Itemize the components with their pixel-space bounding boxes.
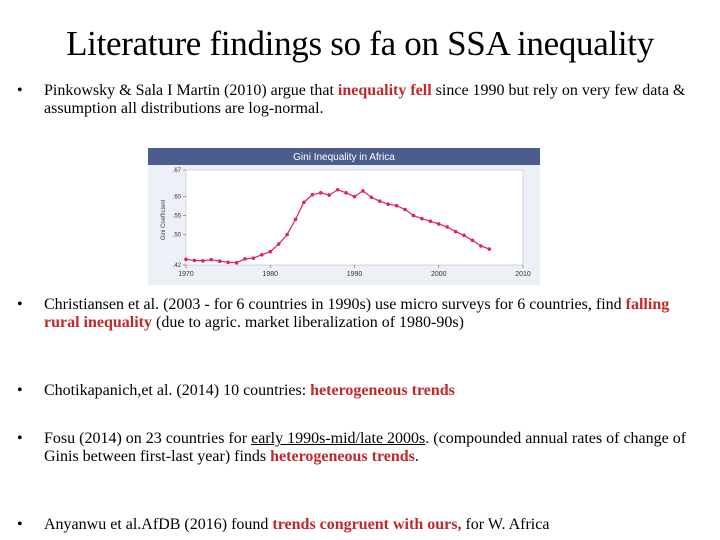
y-tick-label: .42 (173, 263, 182, 269)
data-point (361, 189, 365, 193)
data-point (470, 238, 475, 243)
bullet-text-part: . (414, 448, 419, 465)
data-point (268, 249, 273, 254)
gini-chart-svg: Gini Inequality in Africa Gini Coefficie… (148, 148, 540, 278)
chart-series (184, 187, 492, 265)
data-point (234, 260, 239, 265)
data-point (293, 217, 298, 222)
chart-title: Gini Inequality in Africa (293, 152, 395, 163)
x-tick-label: 1990 (347, 271, 363, 278)
data-point (428, 219, 433, 224)
y-tick-label: .50 (173, 233, 182, 239)
bullet-marker: • (17, 516, 23, 533)
bullet-text-part: Anyanwu et al.AfDB (2016) found (44, 516, 273, 533)
y-tick-label: .55 (173, 214, 182, 220)
data-point (453, 229, 458, 234)
data-point (276, 242, 281, 246)
chart-header-band (148, 148, 540, 165)
data-point (243, 257, 247, 261)
data-point (369, 195, 374, 200)
data-point (226, 260, 230, 265)
data-point (420, 216, 424, 221)
bullet-marker: • (17, 296, 23, 313)
data-point (377, 199, 382, 203)
x-tick-label: 1970 (178, 271, 194, 278)
x-tick-label: 2000 (431, 271, 447, 278)
data-point (487, 247, 492, 251)
data-point (310, 192, 315, 197)
data-point (319, 191, 323, 195)
data-point (352, 194, 357, 199)
data-point (192, 258, 197, 263)
y-tick-label: .60 (173, 195, 182, 201)
chart-ticks: 1970 1980 1990 2000 2010 .67 .60 .55 .50 .42 (173, 168, 531, 278)
bullet-marker: • (17, 382, 23, 399)
x-tick-label: 2010 (515, 271, 531, 278)
data-point (209, 257, 214, 262)
data-point (344, 191, 348, 195)
data-point (201, 259, 205, 263)
data-point (327, 193, 332, 197)
x-tick-label: 1980 (262, 271, 278, 278)
data-point (335, 187, 340, 192)
data-point (394, 203, 399, 208)
emphasis-text: heterogeneous trends (270, 448, 415, 465)
emphasis-text: inequality fell (337, 82, 432, 99)
bullet-text: Anyanwu et al.AfDB (2016) found trends c… (44, 516, 694, 534)
bullet-text-part: Fosu (2014) on 23 countries for (44, 430, 252, 447)
chart-y-axis-label: Gini Coefficient (161, 199, 167, 240)
bullet-text-part: . (compounded annual rates of change of … (44, 430, 687, 465)
data-point (479, 244, 483, 248)
bullet-text-part: (due to agric. market liberalization of … (152, 314, 464, 331)
data-point (462, 233, 466, 238)
data-point (260, 252, 264, 257)
bullet-text-part: Christiansen et al. (2003 - for 6 countr… (44, 296, 626, 313)
bullet-text-part: for W. Africa (461, 516, 550, 533)
chart-axes (185, 169, 524, 266)
data-point (403, 207, 407, 212)
bullet-marker: • (17, 82, 23, 99)
slide-title: Literature findings so fa on SSA inequal… (66, 24, 654, 63)
data-point (445, 225, 449, 229)
bullet-text: Pinkowsky & Sala I Martin (2010) argue t… (44, 82, 694, 118)
bullet-text: Fosu (2014) on 23 countries for early 19… (44, 430, 694, 466)
data-point (386, 202, 390, 206)
bullet-text-part: since 1990 but rely on very few data & a… (44, 82, 686, 117)
data-point (217, 259, 222, 263)
data-point (436, 222, 441, 226)
bullet-text-part: Chotikapanich,et al. (2014) 10 countries… (44, 382, 311, 399)
bullet-marker: • (17, 430, 23, 447)
data-point (285, 232, 289, 237)
emphasis-text: falling rural inequality (44, 296, 670, 331)
bullet-text-part: Pinkowsky & Sala I Martin (2010) argue t… (44, 82, 338, 99)
data-point (251, 256, 256, 260)
emphasis-text: trends congruent with ours, (272, 516, 462, 533)
bullet-text: Christiansen et al. (2003 - for 6 countr… (44, 296, 694, 332)
y-tick-label: .67 (173, 168, 182, 174)
chart-plot-area (185, 169, 524, 266)
underlined-text: early 1990s-mid/late 2000s (251, 430, 426, 447)
data-point (184, 257, 188, 262)
gini-chart: Gini Inequality in Africa Gini Coefficie… (148, 148, 540, 285)
data-point (411, 213, 416, 218)
data-point (302, 200, 306, 205)
emphasis-text: heterogeneous trends (310, 382, 455, 399)
bullet-text: Chotikapanich,et al. (2014) 10 countries… (44, 382, 694, 400)
